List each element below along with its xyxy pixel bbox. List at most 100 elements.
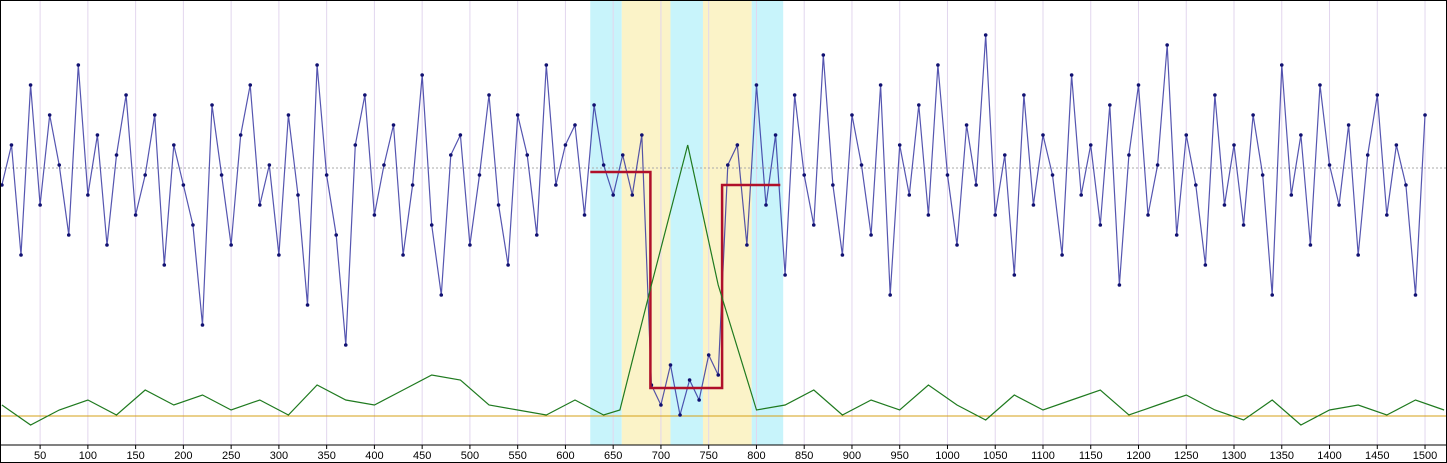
data-point <box>1251 113 1255 117</box>
data-point <box>133 213 138 217</box>
data-point <box>764 203 768 207</box>
data-point <box>496 203 501 207</box>
data-point <box>554 183 558 187</box>
data-point <box>1069 73 1074 77</box>
x-tick-label: 950 <box>891 450 909 462</box>
data-point <box>1337 203 1341 207</box>
data-point <box>152 113 157 117</box>
data-point <box>544 63 549 67</box>
data-point <box>487 93 491 97</box>
x-tick-label: 1050 <box>983 450 1007 462</box>
data-point <box>124 93 128 97</box>
data-point <box>229 243 233 247</box>
x-tick-label: 700 <box>652 450 670 462</box>
x-tick-label: 150 <box>126 450 144 462</box>
data-point <box>334 233 339 237</box>
data-point <box>974 183 978 187</box>
data-point <box>19 253 23 257</box>
data-point <box>315 63 319 67</box>
data-point <box>1165 43 1169 47</box>
data-point <box>1279 63 1284 67</box>
data-point <box>716 373 721 377</box>
series-line <box>1 34 1426 416</box>
data-point <box>697 398 701 402</box>
data-point <box>1232 143 1236 147</box>
data-point <box>917 103 921 107</box>
data-point <box>353 143 358 147</box>
data-point <box>1356 253 1360 257</box>
data-point <box>878 83 883 87</box>
data-point <box>1136 83 1141 87</box>
data-point <box>86 193 90 197</box>
data-point <box>993 213 998 217</box>
x-tick-label: 900 <box>843 450 861 462</box>
data-point <box>401 253 405 257</box>
x-tick-label: 1150 <box>1079 450 1103 462</box>
data-point <box>745 243 749 247</box>
data-point <box>305 303 310 307</box>
data-point <box>420 73 424 77</box>
data-point <box>143 173 147 177</box>
data-point <box>687 378 692 382</box>
data-point <box>1270 293 1275 297</box>
data-point <box>286 113 291 117</box>
x-tick-label: 200 <box>174 450 192 462</box>
data-point <box>792 93 797 97</box>
data-point <box>363 93 367 97</box>
x-tick-label: 1300 <box>1222 450 1246 462</box>
data-point <box>534 233 539 237</box>
data-point <box>95 133 100 137</box>
data-point <box>172 143 176 147</box>
data-point <box>1213 93 1217 97</box>
data-point <box>983 33 988 37</box>
x-tick-label: 350 <box>317 450 335 462</box>
x-tick-label: 550 <box>508 450 526 462</box>
data-point <box>897 143 902 147</box>
data-point <box>66 233 71 237</box>
data-point <box>888 293 892 297</box>
x-tick-label: 600 <box>556 450 574 462</box>
x-tick-label: 450 <box>413 450 431 462</box>
data-point <box>1394 143 1399 147</box>
data-point <box>1117 283 1122 287</box>
band <box>670 0 703 445</box>
data-point <box>1308 243 1313 247</box>
data-point <box>706 353 711 357</box>
data-point <box>563 143 568 147</box>
data-point <box>1155 163 1160 167</box>
data-point <box>735 143 740 147</box>
data-point <box>0 183 4 187</box>
data-point <box>1184 133 1189 137</box>
data-point <box>964 123 969 127</box>
data-point <box>1174 233 1179 237</box>
data-point <box>1375 93 1380 97</box>
data-point <box>1002 153 1007 157</box>
data-point <box>200 323 205 327</box>
data-point <box>850 113 854 117</box>
data-point <box>477 173 482 177</box>
data-point <box>601 163 606 167</box>
data-point <box>458 133 463 137</box>
data-point <box>410 183 415 187</box>
data-point <box>9 143 14 147</box>
data-point <box>1413 293 1418 297</box>
data-point <box>573 123 577 127</box>
data-point <box>1222 203 1227 207</box>
data-point <box>372 213 377 217</box>
data-point <box>277 253 281 257</box>
data-point <box>439 293 444 297</box>
data-point <box>210 103 214 107</box>
data-point <box>28 83 33 87</box>
data-point <box>859 163 864 167</box>
data-point <box>47 113 52 117</box>
x-tick-label: 1100 <box>1031 450 1055 462</box>
data-point <box>449 153 453 157</box>
x-tick-label: 500 <box>461 450 479 462</box>
data-point <box>659 403 663 407</box>
data-point <box>343 343 348 347</box>
data-point <box>611 193 615 197</box>
data-point <box>907 193 912 197</box>
data-point <box>783 273 787 277</box>
data-point <box>515 113 520 117</box>
